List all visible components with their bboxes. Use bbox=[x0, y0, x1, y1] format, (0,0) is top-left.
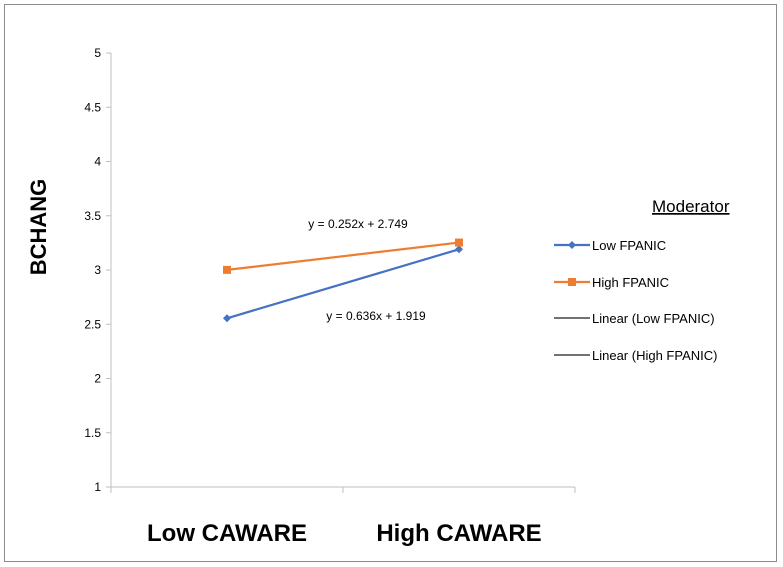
y-tick-label: 2 bbox=[94, 372, 101, 386]
legend-item: Linear (Low FPANIC) bbox=[554, 311, 715, 326]
y-tick-label: 5 bbox=[94, 46, 101, 60]
series-line bbox=[226, 241, 460, 271]
series-group bbox=[223, 238, 463, 323]
y-axis-label: BCHANG bbox=[26, 179, 51, 276]
data-point bbox=[455, 245, 463, 254]
y-tick-label: 4 bbox=[94, 155, 101, 169]
legend-label: High FPANIC bbox=[592, 275, 669, 290]
x-axis: Low CAWARE High CAWARE bbox=[110, 486, 576, 547]
legend-label: Linear (High FPANIC) bbox=[592, 348, 717, 363]
legend-marker bbox=[568, 278, 576, 286]
y-tick-label: 1 bbox=[94, 480, 101, 494]
chart-frame bbox=[4, 4, 777, 562]
trendline-equations: y = 0.636x + 1.919 y = 0.252x + 2.749 bbox=[308, 217, 426, 323]
legend-marker bbox=[568, 241, 576, 249]
legend-item: High FPANIC bbox=[554, 275, 669, 290]
y-tick-label: 1.5 bbox=[84, 426, 101, 440]
trendline-equation: y = 0.636x + 1.919 bbox=[326, 309, 426, 323]
trendline-equation: y = 0.252x + 2.749 bbox=[308, 217, 408, 231]
legend-title: Moderator bbox=[652, 197, 730, 216]
y-axis: 1 1.5 2 2.5 3 3.5 4 4.5 5 bbox=[84, 46, 112, 494]
legend-label: Low FPANIC bbox=[592, 238, 666, 253]
data-point bbox=[455, 238, 463, 247]
y-tick-label: 4.5 bbox=[84, 100, 101, 114]
y-tick-label: 3.5 bbox=[84, 209, 101, 223]
legend: Moderator Low FPANIC High FPANIC Linear (L… bbox=[554, 197, 730, 363]
x-category-label: Low CAWARE bbox=[147, 520, 307, 547]
legend-item: Linear (High FPANIC) bbox=[554, 348, 717, 363]
x-category-label: High CAWARE bbox=[376, 520, 541, 547]
data-point bbox=[223, 265, 231, 274]
series-line bbox=[226, 248, 460, 320]
y-tick-label: 2.5 bbox=[84, 317, 101, 331]
legend-label: Linear (Low FPANIC) bbox=[592, 311, 715, 326]
legend-item: Low FPANIC bbox=[554, 238, 666, 253]
data-point bbox=[223, 314, 231, 323]
y-tick-label: 3 bbox=[94, 263, 101, 277]
